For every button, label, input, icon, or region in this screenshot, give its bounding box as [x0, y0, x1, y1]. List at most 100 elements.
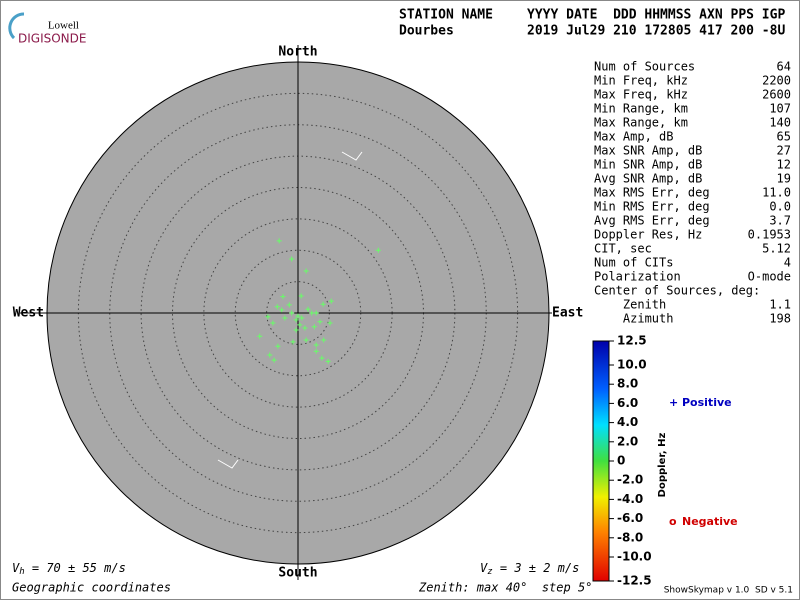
- source-point: [257, 333, 263, 339]
- source-point: [282, 315, 288, 321]
- stat-value: 4: [784, 256, 791, 270]
- logo-arc: [8, 12, 25, 40]
- direction: East: [552, 306, 583, 321]
- velocity-symbol: V: [12, 561, 20, 575]
- stat-label: CIT, sec: [594, 242, 652, 256]
- colorbar-label: 4.0: [617, 415, 638, 429]
- stat-value: 0.0: [769, 200, 791, 214]
- stat-label: Polarization: [594, 270, 681, 284]
- stat-label: Min RMS Err, deg: [594, 200, 710, 214]
- colorbar-label: -4.0: [617, 492, 643, 506]
- colorbar-label: 2.0: [617, 434, 638, 448]
- colorbar-label: -6.0: [617, 511, 643, 525]
- header: Dourbes: [399, 24, 454, 39]
- stat-value: 2200: [762, 74, 791, 88]
- source-point: [309, 310, 315, 316]
- stat-label: Max SNR Amp, dB: [594, 144, 702, 158]
- source-point: [313, 348, 319, 354]
- source-point: [280, 294, 286, 300]
- colorbar: [592, 340, 610, 582]
- colorbar-title: Doppler, Hz: [657, 433, 668, 498]
- stat-label: Min Range, km: [594, 102, 688, 116]
- stat-label: Avg SNR Amp, dB: [594, 172, 702, 186]
- source-point: [265, 314, 271, 320]
- source-point: [290, 339, 296, 345]
- stat-value: 1.1: [769, 298, 791, 312]
- colorbar-label: 10.0: [617, 358, 647, 372]
- source-point: [321, 337, 327, 343]
- logo-top: Lowell: [48, 20, 79, 32]
- source-point: [313, 342, 319, 348]
- source-point: [293, 327, 299, 333]
- legend-symbol: o: [669, 515, 677, 528]
- source-point: [319, 355, 325, 361]
- source-point: [302, 325, 308, 331]
- velocity-sub: z: [487, 567, 492, 577]
- stat-value: 12: [777, 158, 791, 172]
- colorbar-label: -12.5: [617, 574, 652, 588]
- source-point: [299, 315, 305, 321]
- stat-value: 64: [777, 60, 791, 74]
- stat-label: Max Freq, kHz: [594, 88, 688, 102]
- source-point: [298, 293, 304, 299]
- stat-label: Doppler Res, Hz: [594, 228, 702, 242]
- source-point: [286, 302, 292, 308]
- stat-value: 11.0: [762, 186, 791, 200]
- legend-symbol: +: [669, 396, 678, 409]
- source-point: [303, 337, 309, 343]
- source-point: [289, 310, 295, 316]
- direction: South: [278, 566, 317, 581]
- colorbar-label: -8.0: [617, 530, 643, 544]
- stat-label: Min Freq, kHz: [594, 74, 688, 88]
- source-point: [303, 268, 309, 274]
- source-point: [320, 301, 326, 307]
- stat-value: 3.7: [769, 214, 791, 228]
- logo-bottom: DIGISONDE: [18, 32, 86, 46]
- stat-value: 140: [769, 116, 791, 130]
- velocity-sub: h: [19, 567, 24, 577]
- source-point: [297, 322, 303, 328]
- colorbar-label: 6.0: [617, 396, 638, 410]
- marker: [217, 459, 239, 469]
- source-point: [305, 306, 311, 312]
- stat-value: 27: [777, 144, 791, 158]
- colorbar-label: 12.5: [617, 334, 647, 348]
- colorbar-label: -10.0: [617, 550, 652, 564]
- source-point: [328, 298, 334, 304]
- source-point: [293, 317, 299, 323]
- version: ShowSkymap v 1.0 SD v 5.1: [664, 586, 793, 596]
- direction: West: [13, 306, 44, 321]
- velocity: Vh = 70 ± 55 m/s: [12, 561, 126, 577]
- coords: Geographic coordinates: [12, 581, 171, 595]
- source-point: [295, 313, 301, 319]
- stat-label: Max Amp, dB: [594, 130, 673, 144]
- stat-label: Max Range, km: [594, 116, 688, 130]
- stat-label: Azimuth: [594, 312, 673, 326]
- velocity-symbol: V: [480, 561, 488, 575]
- source-point: [375, 247, 381, 253]
- source-point: [313, 310, 319, 316]
- stat-value: 19: [777, 172, 791, 186]
- colorbar-label: -2.0: [617, 473, 643, 487]
- stat-label: Num of CITs: [594, 256, 673, 270]
- header: 2019 Jul29 210 172805 417 200 -8U: [527, 24, 785, 39]
- stat-value: 2600: [762, 88, 791, 102]
- stat-label: Num of Sources: [594, 60, 695, 74]
- velocity: Vz = 3 ± 2 m/s: [480, 561, 579, 577]
- velocity-text: = 70 ± 55 m/s: [25, 561, 126, 575]
- stat-label: Max RMS Err, deg: [594, 186, 710, 200]
- source-point: [327, 320, 333, 326]
- stat-value: 5.12: [762, 242, 791, 256]
- stat-value: 65: [777, 130, 791, 144]
- source-point: [289, 256, 295, 262]
- source-point: [276, 238, 282, 244]
- source-point: [274, 304, 280, 310]
- legend-label: Positive: [682, 396, 732, 409]
- header: YYYY DATE DDD HHMMSS AXN PPS IGP: [527, 8, 785, 23]
- marker: [341, 151, 363, 161]
- source-point: [279, 307, 285, 313]
- stat-value: 107: [769, 102, 791, 116]
- zenith-info: Zenith: max 40° step 5°: [418, 581, 592, 595]
- source-point: [275, 343, 281, 349]
